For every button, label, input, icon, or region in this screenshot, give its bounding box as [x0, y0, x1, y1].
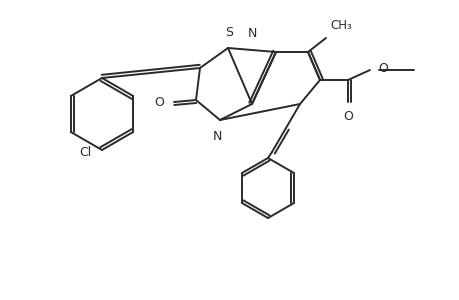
- Text: N: N: [247, 27, 256, 40]
- Text: N: N: [212, 130, 221, 143]
- Text: O: O: [154, 95, 164, 109]
- Text: S: S: [224, 26, 233, 39]
- Text: O: O: [377, 61, 387, 74]
- Text: O: O: [342, 110, 352, 123]
- Text: CH₃: CH₃: [329, 19, 351, 32]
- Text: Cl: Cl: [79, 146, 92, 158]
